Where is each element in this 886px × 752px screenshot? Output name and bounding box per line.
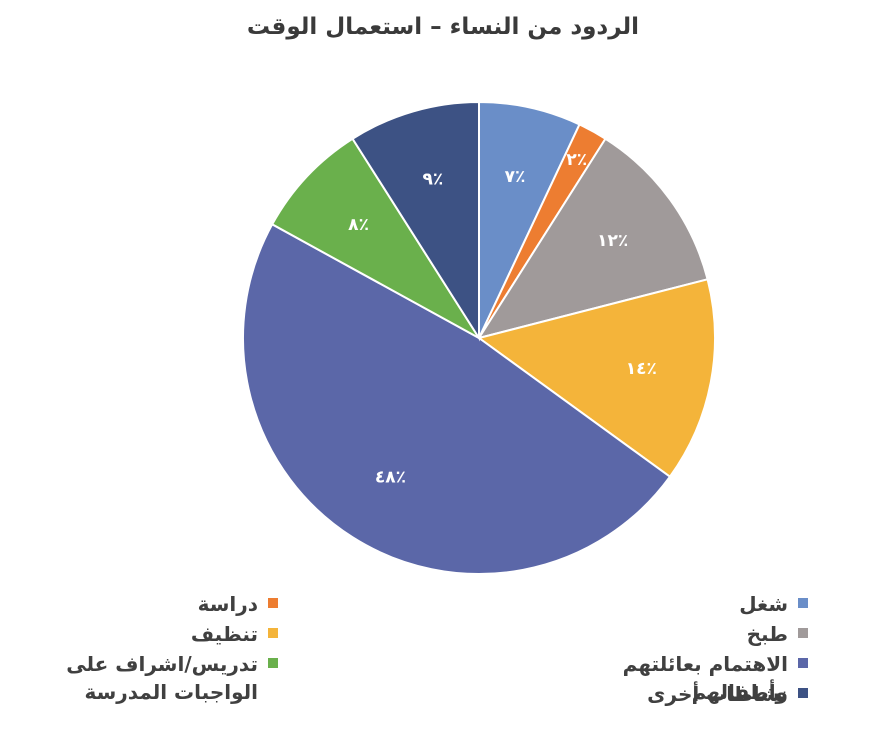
legend-label: طبخ: [746, 622, 788, 646]
pie-slice-6: [351, 100, 480, 342]
pie-slice-label-0: ٪٧: [505, 167, 526, 187]
pie-slice-2: [476, 137, 709, 340]
pie-slice-label-6: ٪٩: [423, 169, 444, 189]
legend-right-column: شغل طبخ الاهتمام بعائلتهم وأطفالهم نشاطا…: [528, 590, 808, 710]
pie-slice-label-1: ٪٢: [566, 150, 587, 170]
pie-slice-label-3: ٪١٤: [626, 359, 657, 379]
legend-item-cooking: طبخ: [528, 620, 808, 650]
legend-label: تدريس/اشراف على الواجبات المدرسة: [66, 652, 258, 704]
legend-swatch: [268, 628, 278, 638]
pie-slice-label-4: ٪٤٨: [375, 467, 406, 487]
pie-slice-5: [270, 137, 480, 339]
legend-swatch: [798, 658, 808, 668]
legend-swatch: [798, 688, 808, 698]
legend-label: شغل: [739, 592, 788, 616]
legend-item-work: شغل: [528, 590, 808, 620]
legend-left-column: دراسة تنظيف تدريس/اشراف على الواجبات الم…: [0, 590, 278, 710]
legend-item-homework-supervision: تدريس/اشراف على الواجبات المدرسة: [0, 650, 278, 710]
legend-swatch: [268, 658, 278, 668]
pie-slice-4: [242, 222, 672, 575]
legend-item-other-activities: نشاطات أخرى: [528, 680, 808, 710]
pie-slice-label-2: ٪١٢: [597, 231, 628, 251]
legend-label: دراسة: [197, 592, 258, 616]
legend-label: تنظيف: [190, 622, 258, 646]
legend-swatch: [798, 628, 808, 638]
legend-label: الاهتمام بعائلتهم وأطفالهم: [622, 652, 788, 704]
legend-item-study: دراسة: [0, 590, 278, 620]
legend-swatch: [268, 598, 278, 608]
legend-item-cleaning: تنظيف: [0, 620, 278, 650]
legend-item-family-care: الاهتمام بعائلتهم وأطفالهم: [528, 650, 808, 704]
pie-slice-3: [476, 278, 716, 479]
legend-swatch: [798, 598, 808, 608]
pie-slice-0: [478, 100, 581, 339]
legend-label: نشاطات أخرى: [647, 682, 788, 706]
pie-slice-label-5: ٪٨: [348, 215, 369, 235]
chart-title: الردود من النساء – استعمال الوقت: [246, 14, 640, 40]
